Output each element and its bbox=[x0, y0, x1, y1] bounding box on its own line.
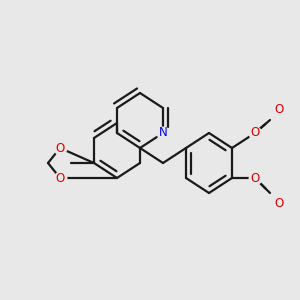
Text: O: O bbox=[56, 172, 64, 184]
Text: O: O bbox=[274, 103, 283, 116]
Text: O: O bbox=[250, 172, 260, 184]
Text: O: O bbox=[250, 127, 260, 140]
Text: O: O bbox=[274, 197, 283, 210]
Text: N: N bbox=[159, 127, 167, 140]
Text: O: O bbox=[56, 142, 64, 154]
